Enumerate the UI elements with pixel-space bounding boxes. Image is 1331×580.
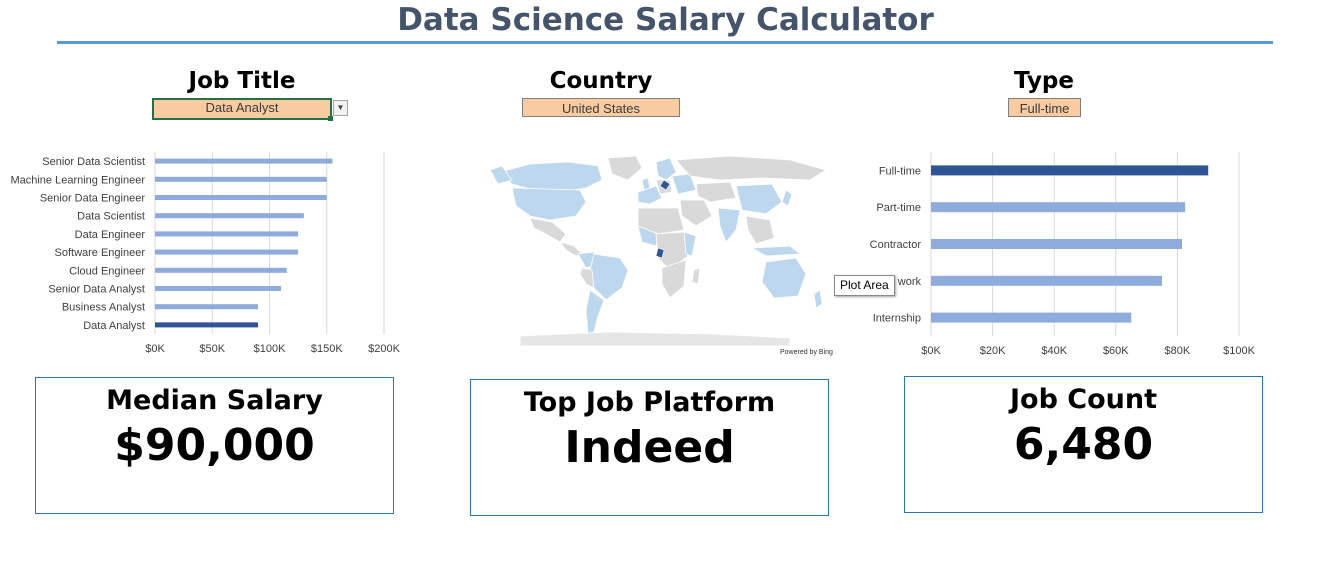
map-region-north-africa [637,207,685,235]
job-title-category-label: Data Engineer [75,229,146,241]
job-title-tick-label: $200K [368,343,400,355]
map-region-australia [761,257,807,299]
type-bar [931,275,1162,286]
job-title-bar [155,286,281,291]
title-underline [57,41,1273,44]
type-bar [931,312,1132,323]
type-label: Type [1013,68,1074,94]
map-region-brazil [589,253,629,301]
job-title-bar [155,322,259,328]
job-title-tick-label: $150K [311,343,343,355]
map-region-east-africa [683,231,697,257]
job-title-category-label: Senior Data Scientist [42,156,145,168]
map-region-central-asia [695,181,737,203]
job-title-category-label: Data Analyst [83,320,145,332]
job-count-value: 6,480 [1013,419,1154,470]
map-region-mexico [529,217,567,243]
type-category-label: Internship [873,313,921,325]
map-region-india [717,207,741,243]
map-region-alaska [490,165,513,185]
map-credit: Powered by Bing [780,349,833,356]
map-region-scandinavia [655,157,677,181]
median-salary-card: Median Salary $90,000 [35,377,394,514]
job-title-tick-label: $0K [145,343,165,355]
job-title-category-label: Business Analyst [62,302,145,314]
top-platform-card: Top Job Platform Indeed [470,379,829,516]
map-region-southern-africa [661,259,687,299]
dashboard-title: Data Science Salary Calculator [397,2,934,38]
type-category-label: Full-time [879,165,921,177]
job-count-card: Job Count 6,480 [904,376,1263,513]
job-title-category-label: Data Scientist [77,211,145,223]
type-tick-label: $20K [980,345,1006,357]
job-title-label: Job Title [188,68,296,94]
job-title-bar [155,158,333,164]
map-region-antarctica [519,331,791,347]
map-region-new-zealand [813,289,823,309]
top-platform-value: Indeed [564,422,735,473]
median-salary-value: $90,000 [114,420,315,471]
map-region-japan [781,189,793,207]
map-region-greenland [607,155,643,181]
job-title-bar [155,176,327,182]
map-region-west-africa [637,225,659,247]
type-tick-label: $0K [921,345,941,357]
type-select[interactable]: Full-time [1008,98,1081,117]
job-title-bar [155,231,299,237]
job-title-tick-label: $50K [199,343,225,355]
map-region-madagascar [691,267,701,285]
job-title-bar [155,304,259,310]
map-region-peru [579,267,595,289]
map-region-southeast-asia [745,215,775,245]
job-title-category-label: Software Engineer [55,247,146,259]
map-countries [490,155,827,347]
world-salary-map[interactable] [490,150,835,350]
job-title-category-label: Senior Data Engineer [40,193,146,205]
type-tick-label: $40K [1041,345,1067,357]
type-tick-label: $100K [1223,345,1255,357]
job-title-select[interactable]: Data Analyst [152,98,332,120]
type-category-label: Contractor [870,239,922,251]
job-title-category-label: Cloud Engineer [69,265,145,277]
map-region-eastern-europe [671,173,697,195]
type-bar [931,239,1183,249]
map-region-argentina [585,289,605,335]
job-title-salary-chart[interactable]: $0K $50K $100K $150K $200K Senior Data Scient… [0,148,420,363]
cell-fill-handle[interactable] [328,116,333,121]
job-title-dropdown-button[interactable]: ▼ [333,100,348,116]
map-region-china [735,183,783,215]
map-region-canada [499,161,603,193]
job-title-bar [155,213,304,219]
plot-area-tooltip: Plot Area [834,275,895,296]
map-region-highlighted-country [659,179,671,191]
job-title-bar [155,267,287,273]
type-tick-label: $80K [1165,345,1191,357]
type-bar [931,165,1209,176]
job-title-tick-label: $100K [254,343,286,355]
type-category-label: work [897,276,922,288]
type-bar [931,202,1186,213]
country-select[interactable]: United States [522,98,680,117]
type-salary-chart[interactable]: $0K $20K $40K $60K $80K $100K Full-time Part-ti… [835,148,1275,363]
job-title-bar [155,249,299,255]
type-category-label: Part-time [876,202,921,214]
top-platform-label: Top Job Platform [523,387,776,418]
job-title-bar [155,195,327,200]
job-title-category-label: Senior Data Analyst [48,284,145,296]
job-count-label: Job Count [1009,384,1158,415]
map-region-western-europe [637,185,663,205]
job-title-category-label: Machine Learning Engineer [10,174,145,186]
map-region-middle-east [679,199,713,227]
map-region-russia [675,155,827,181]
type-tick-label: $60K [1103,345,1129,357]
map-region-indonesia [750,245,802,257]
country-label: Country [549,68,653,94]
map-region-south-africa-accent [655,247,665,259]
median-salary-label: Median Salary [106,385,323,416]
map-region-united-states [511,187,587,221]
